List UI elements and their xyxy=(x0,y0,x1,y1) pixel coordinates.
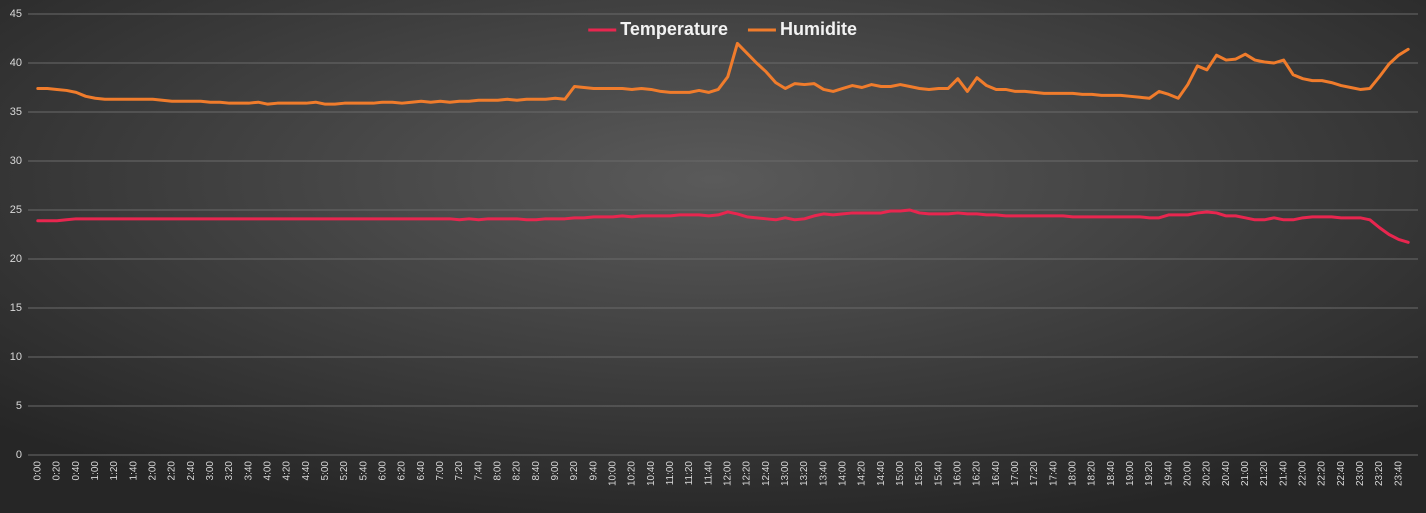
x-tick-label: 7:00 xyxy=(435,461,446,481)
x-tick-label: 11:40 xyxy=(703,461,714,486)
x-tick-label: 10:40 xyxy=(646,461,657,486)
y-tick-label: 25 xyxy=(10,204,22,216)
plot xyxy=(36,41,1410,244)
y-tick-label: 35 xyxy=(10,106,22,118)
x-tick-label: 5:00 xyxy=(320,461,331,481)
x-tick-label: 19:40 xyxy=(1163,461,1174,486)
x-tick-label: 8:40 xyxy=(531,461,542,481)
x-tick-label: 4:00 xyxy=(262,461,273,481)
x-tick-label: 4:20 xyxy=(282,461,293,481)
x-tick-label: 16:20 xyxy=(972,461,983,486)
x-tick-label: 0:40 xyxy=(71,461,82,481)
x-tick-label: 9:20 xyxy=(569,461,580,481)
x-tick-label: 11:20 xyxy=(684,461,695,486)
x-tick-label: 2:00 xyxy=(147,461,158,481)
x-tick-label: 9:00 xyxy=(550,461,561,481)
y-tick-label: 10 xyxy=(10,351,22,363)
x-tick-label: 12:20 xyxy=(742,461,753,486)
x-tick-label: 19:20 xyxy=(1144,461,1155,486)
x-tick-label: 12:40 xyxy=(761,461,772,486)
y-tick-label: 40 xyxy=(10,57,22,69)
x-tick-label: 1:40 xyxy=(128,461,139,481)
x-tick-label: 3:20 xyxy=(224,461,235,481)
x-tick-label: 8:00 xyxy=(492,461,503,481)
y-tick-label: 20 xyxy=(10,253,22,265)
x-tick-label: 19:00 xyxy=(1125,461,1136,486)
x-tick-label: 3:40 xyxy=(243,461,254,481)
x-tick-label: 2:20 xyxy=(167,461,178,481)
x-tick-label: 6:40 xyxy=(416,461,427,481)
x-tick-label: 12:00 xyxy=(722,461,733,486)
x-tick-label: 18:00 xyxy=(1067,461,1078,486)
x-tick-label: 23:00 xyxy=(1355,461,1366,486)
legend-label: Humidite xyxy=(780,19,857,39)
x-tick-label: 2:40 xyxy=(186,461,197,481)
x-tick-label: 17:20 xyxy=(1029,461,1040,486)
x-tick-label: 3:00 xyxy=(205,461,216,481)
series-line xyxy=(36,41,1410,106)
x-tick-label: 20:20 xyxy=(1202,461,1213,486)
x-tick-label: 23:20 xyxy=(1374,461,1385,486)
y-tick-label: 30 xyxy=(10,155,22,167)
x-tick-label: 1:20 xyxy=(109,461,120,481)
x-tick-label: 0:20 xyxy=(52,461,63,481)
x-tick-label: 14:20 xyxy=(857,461,868,486)
legend-label: Temperature xyxy=(620,19,728,39)
legend: Temperature Humidite xyxy=(588,19,857,39)
x-tick-label: 21:40 xyxy=(1278,461,1289,486)
x-tick-label: 14:40 xyxy=(876,461,887,486)
x-tick-label: 23:40 xyxy=(1393,461,1404,486)
x-tick-label: 18:40 xyxy=(1106,461,1117,486)
x-tick-label: 11:00 xyxy=(665,461,676,486)
x-tick-label: 22:40 xyxy=(1336,461,1347,486)
x-tick-label: 17:40 xyxy=(1048,461,1059,486)
x-tick-label: 18:20 xyxy=(1087,461,1098,486)
x-tick-label: 16:00 xyxy=(952,461,963,486)
x-tick-label: 13:20 xyxy=(799,461,810,486)
x-tick-label: 10:00 xyxy=(607,461,618,486)
x-tick-label: 4:40 xyxy=(301,461,312,481)
x-tick-label: 10:20 xyxy=(627,461,638,486)
x-tick-label: 1:00 xyxy=(90,461,101,481)
x-tick-label: 7:20 xyxy=(454,461,465,481)
x-tick-label: 15:40 xyxy=(933,461,944,486)
x-tick-label: 5:20 xyxy=(339,461,350,481)
x-tick-label: 21:20 xyxy=(1259,461,1270,486)
x-tick-label: 22:00 xyxy=(1297,461,1308,486)
series-line xyxy=(36,208,1410,244)
x-tick-label: 7:40 xyxy=(473,461,484,481)
x-tick-label: 8:20 xyxy=(512,461,523,481)
y-tick-label: 0 xyxy=(16,449,22,461)
x-tick-label: 20:00 xyxy=(1182,461,1193,486)
x-tick-label: 13:40 xyxy=(818,461,829,486)
x-tick-label: 6:20 xyxy=(397,461,408,481)
x-tick-label: 17:00 xyxy=(1010,461,1021,486)
x-tick-label: 16:40 xyxy=(991,461,1002,486)
x-tick-label: 13:00 xyxy=(780,461,791,486)
x-tick-label: 20:40 xyxy=(1221,461,1232,486)
x-tick-label: 14:00 xyxy=(837,461,848,486)
y-tick-label: 5 xyxy=(16,400,22,412)
x-tick-label: 15:20 xyxy=(914,461,925,486)
y-tick-label: 15 xyxy=(10,302,22,314)
x-tick-label: 6:00 xyxy=(377,461,388,481)
y-tick-label: 45 xyxy=(10,8,22,20)
x-tick-label: 15:00 xyxy=(895,461,906,486)
x-tick-label: 21:00 xyxy=(1240,461,1251,486)
x-tick-label: 22:20 xyxy=(1317,461,1328,486)
x-tick-label: 0:00 xyxy=(32,461,43,481)
grid xyxy=(28,13,1418,456)
x-tick-label: 5:40 xyxy=(358,461,369,481)
x-tick-label: 9:40 xyxy=(588,461,599,481)
labels: 0 5 10 15 20 25 30 35 40 45 0:00 0:20 0:40 1:00 1:20 1:… xyxy=(10,8,1405,486)
